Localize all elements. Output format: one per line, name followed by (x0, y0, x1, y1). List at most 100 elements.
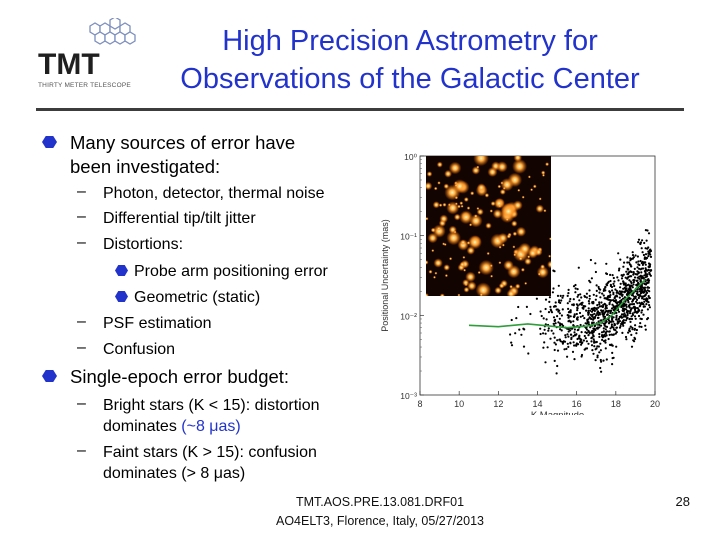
inset-star (442, 242, 446, 246)
data-point (600, 370, 603, 373)
inset-star (493, 198, 505, 209)
data-point (600, 360, 603, 363)
data-point (569, 320, 572, 323)
data-point (636, 266, 639, 269)
data-point (597, 285, 600, 289)
data-point (635, 328, 638, 332)
data-point (562, 294, 565, 297)
data-point (558, 338, 561, 341)
data-point (641, 288, 644, 291)
data-point (600, 319, 603, 322)
data-point (598, 291, 601, 294)
data-point (600, 309, 603, 312)
sub-bullet-photon-noise: Photon, detector, thermal noise (103, 185, 325, 202)
data-point (510, 341, 513, 344)
data-point (517, 305, 520, 309)
data-point (546, 346, 549, 349)
data-point (558, 299, 561, 302)
x-tick-label: 18 (611, 399, 621, 409)
data-point (640, 267, 643, 270)
inset-bright-star (459, 210, 473, 225)
data-point (608, 290, 611, 293)
data-point (555, 372, 558, 375)
data-point (601, 292, 604, 295)
data-point (631, 312, 634, 315)
data-point (637, 260, 640, 263)
data-point (557, 284, 560, 287)
data-point (539, 332, 542, 336)
inset-star (453, 213, 461, 221)
data-point (547, 327, 550, 330)
data-point (638, 277, 641, 280)
data-point (621, 321, 624, 324)
data-point (587, 311, 590, 314)
inset-star (498, 282, 505, 289)
data-point (611, 274, 614, 277)
data-point (589, 309, 592, 312)
data-point (594, 341, 597, 344)
slide-title: High Precision Astrometry for Observatio… (140, 22, 680, 98)
data-point (598, 332, 601, 336)
data-point (633, 295, 636, 298)
data-point (628, 279, 631, 282)
inset-star (527, 175, 531, 179)
data-point (620, 313, 624, 316)
data-point (580, 296, 583, 299)
data-point (632, 271, 635, 274)
data-point (595, 308, 598, 311)
data-point (596, 345, 599, 348)
bullet-hexagon-icon (115, 265, 128, 276)
data-point (594, 270, 597, 274)
data-point (641, 309, 644, 312)
data-point (566, 333, 569, 336)
data-point (579, 323, 582, 327)
data-point (605, 330, 609, 333)
inset-star (497, 232, 509, 244)
data-point (647, 232, 651, 235)
inset-star (490, 274, 494, 278)
sub-bullet-confusion: Confusion (103, 341, 176, 358)
data-point (583, 334, 586, 338)
data-point (649, 269, 652, 272)
data-point (629, 257, 632, 260)
data-point (584, 337, 587, 340)
sub-bullet-bright-stars: Bright stars (K < 15): distortion (103, 397, 320, 414)
data-point (634, 254, 637, 257)
data-point (567, 288, 570, 291)
inset-star (433, 258, 443, 268)
data-point (622, 280, 625, 283)
data-point (618, 326, 622, 329)
data-point (646, 308, 649, 311)
data-point (570, 337, 573, 341)
data-point (628, 327, 631, 330)
data-point (646, 229, 649, 232)
data-point (628, 305, 631, 308)
data-point (622, 265, 625, 268)
data-point (590, 344, 594, 347)
inset-star (434, 271, 438, 275)
inset-star (509, 284, 513, 289)
data-point (587, 300, 590, 303)
data-point (633, 315, 637, 318)
inset-star (436, 161, 443, 168)
data-point (560, 299, 563, 302)
data-point (610, 344, 613, 347)
data-point (624, 283, 627, 286)
data-point (515, 317, 518, 320)
data-point (640, 247, 643, 250)
data-point (556, 294, 560, 297)
data-point (529, 312, 532, 316)
inset-star (506, 289, 516, 296)
data-point (578, 337, 581, 340)
data-point (566, 314, 569, 317)
data-point (561, 308, 564, 311)
data-point (602, 330, 605, 333)
data-point (588, 294, 591, 298)
data-point (585, 331, 588, 335)
data-point (631, 326, 634, 329)
data-point (553, 270, 556, 273)
data-point (644, 247, 647, 250)
data-point (597, 316, 600, 319)
data-point (593, 312, 596, 315)
data-point (564, 334, 567, 337)
